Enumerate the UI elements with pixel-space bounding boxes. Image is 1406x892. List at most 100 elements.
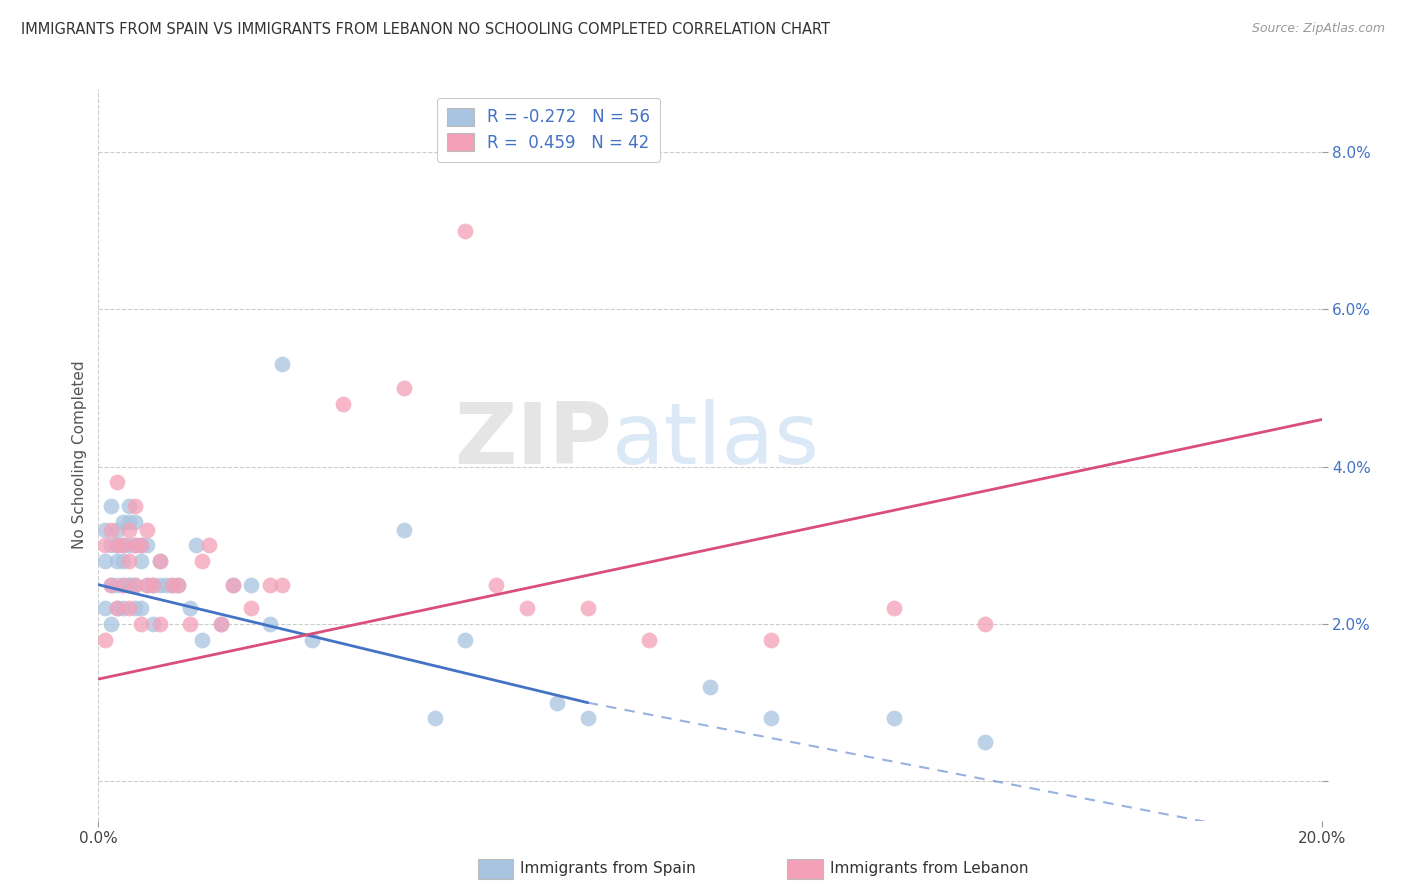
Point <box>576 601 599 615</box>
Point <box>111 538 134 552</box>
Point <box>118 577 141 591</box>
Point <box>124 577 146 591</box>
Point <box>142 617 165 632</box>
Point <box>883 601 905 615</box>
Point <box>259 617 281 632</box>
Point <box>118 499 141 513</box>
Point <box>100 499 122 513</box>
Point <box>191 554 214 568</box>
Point <box>149 617 172 632</box>
Point <box>759 711 782 725</box>
Y-axis label: No Schooling Completed: No Schooling Completed <box>72 360 87 549</box>
Point <box>105 475 128 490</box>
Point <box>332 397 354 411</box>
Point <box>129 617 152 632</box>
Point <box>105 601 128 615</box>
Point <box>129 554 152 568</box>
Legend: R = -0.272   N = 56, R =  0.459   N = 42: R = -0.272 N = 56, R = 0.459 N = 42 <box>437 97 659 161</box>
Point <box>209 617 232 632</box>
Text: atlas: atlas <box>612 399 820 482</box>
Point <box>118 601 141 615</box>
Point <box>222 577 245 591</box>
Point <box>167 577 190 591</box>
Point <box>93 523 115 537</box>
Point <box>167 577 190 591</box>
Point <box>454 224 477 238</box>
Point <box>124 601 146 615</box>
Point <box>637 632 661 647</box>
Point <box>100 538 122 552</box>
Point <box>759 632 782 647</box>
Point <box>93 538 115 552</box>
Point <box>155 577 177 591</box>
Text: IMMIGRANTS FROM SPAIN VS IMMIGRANTS FROM LEBANON NO SCHOOLING COMPLETED CORRELAT: IMMIGRANTS FROM SPAIN VS IMMIGRANTS FROM… <box>21 22 830 37</box>
Point <box>423 711 446 725</box>
Point <box>124 538 146 552</box>
Point <box>100 577 122 591</box>
Point <box>142 577 165 591</box>
Text: Source: ZipAtlas.com: Source: ZipAtlas.com <box>1251 22 1385 36</box>
Point <box>270 577 292 591</box>
Point <box>222 577 245 591</box>
Point <box>129 601 152 615</box>
Point <box>149 554 172 568</box>
Point <box>118 523 141 537</box>
Point <box>105 538 128 552</box>
Point <box>105 538 128 552</box>
Point <box>124 499 146 513</box>
Point <box>160 577 183 591</box>
Point <box>111 601 134 615</box>
Point <box>100 577 122 591</box>
Point <box>124 515 146 529</box>
Point <box>149 577 172 591</box>
Point <box>100 523 122 537</box>
Point <box>105 601 128 615</box>
Point <box>974 617 997 632</box>
Point <box>485 577 508 591</box>
Point <box>124 577 146 591</box>
Point <box>974 735 997 749</box>
Point <box>191 632 214 647</box>
Point <box>93 632 115 647</box>
Point <box>136 538 159 552</box>
Point <box>259 577 281 591</box>
Point <box>197 538 219 552</box>
Point <box>105 523 128 537</box>
Point <box>699 680 721 694</box>
Point <box>118 515 141 529</box>
Point <box>111 554 134 568</box>
Point <box>111 577 134 591</box>
Point <box>124 538 146 552</box>
Point <box>111 538 134 552</box>
Point <box>516 601 538 615</box>
Point <box>93 601 115 615</box>
Point <box>136 577 159 591</box>
Point <box>111 577 134 591</box>
Point <box>883 711 905 725</box>
Point <box>186 538 208 552</box>
Point <box>546 696 568 710</box>
Point <box>136 577 159 591</box>
Point <box>129 538 152 552</box>
Point <box>100 617 122 632</box>
Point <box>136 523 159 537</box>
Point <box>118 538 141 552</box>
Point <box>105 554 128 568</box>
Point <box>149 554 172 568</box>
Point <box>160 577 183 591</box>
Point <box>240 601 263 615</box>
Point <box>179 617 201 632</box>
Text: Immigrants from Spain: Immigrants from Spain <box>520 862 696 876</box>
Point <box>118 577 141 591</box>
Text: Immigrants from Lebanon: Immigrants from Lebanon <box>830 862 1028 876</box>
Point <box>129 538 152 552</box>
Point <box>392 523 416 537</box>
Point <box>179 601 201 615</box>
Point <box>240 577 263 591</box>
Point <box>270 358 292 372</box>
Point <box>105 577 128 591</box>
Point <box>576 711 599 725</box>
Point <box>93 554 115 568</box>
Point <box>118 554 141 568</box>
Point <box>209 617 232 632</box>
